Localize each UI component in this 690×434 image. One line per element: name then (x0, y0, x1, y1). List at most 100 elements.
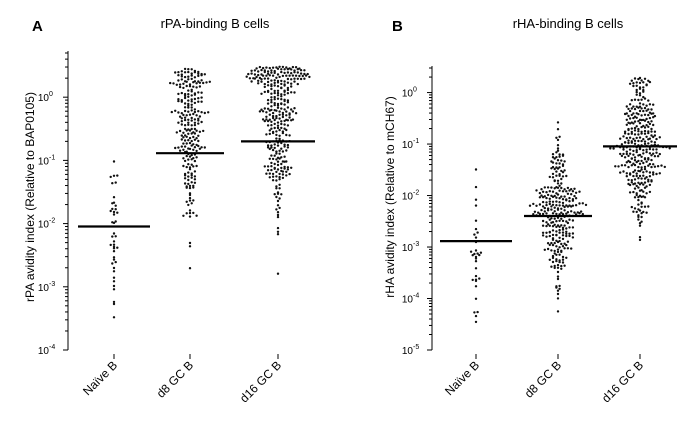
data-point (273, 122, 276, 126)
data-point (188, 166, 192, 169)
data-point (474, 279, 478, 283)
data-point (273, 91, 276, 95)
data-point (633, 159, 637, 162)
data-point (619, 171, 622, 174)
data-point (655, 137, 658, 141)
data-point (648, 190, 652, 194)
data-point (560, 177, 563, 181)
data-point (551, 229, 555, 232)
data-point (556, 216, 560, 219)
data-point (637, 177, 640, 180)
data-point (556, 270, 560, 274)
data-point (197, 117, 200, 121)
data-point (538, 203, 542, 206)
data-point (556, 159, 560, 162)
data-point (643, 167, 647, 171)
data-point (112, 258, 116, 261)
data-point (190, 103, 193, 107)
data-point (188, 209, 192, 212)
data-point (637, 159, 640, 163)
data-point (250, 72, 253, 75)
data-point (555, 253, 558, 256)
data-point (561, 258, 565, 261)
data-point (281, 176, 285, 180)
data-point (278, 113, 281, 117)
data-point (650, 130, 653, 133)
data-point (655, 172, 658, 176)
data-point (183, 134, 187, 137)
data-point (555, 220, 558, 223)
data-point (273, 167, 276, 170)
data-point (635, 149, 638, 152)
data-point (541, 219, 545, 223)
data-point (278, 149, 281, 152)
data-point (263, 85, 266, 89)
data-point (290, 108, 293, 111)
data-point (263, 70, 266, 74)
data-point (566, 205, 570, 208)
data-point (628, 122, 632, 125)
data-point (633, 139, 637, 142)
data-point (566, 186, 570, 190)
data-point (638, 87, 642, 91)
data-point (638, 92, 642, 95)
data-point (275, 76, 278, 80)
data-point (640, 139, 643, 143)
data-point (283, 143, 286, 146)
data-point (195, 129, 198, 132)
data-point (546, 186, 550, 189)
data-point (635, 192, 638, 195)
data-point (642, 210, 645, 214)
data-point (537, 211, 540, 214)
y-tick-exponent: -1 (49, 154, 55, 161)
data-point (280, 193, 283, 196)
data-point (642, 109, 645, 113)
data-point (571, 190, 575, 193)
data-point (541, 212, 545, 216)
data-point (568, 232, 571, 235)
data-point (273, 69, 276, 73)
data-point (265, 118, 268, 121)
data-point (192, 148, 195, 151)
data-point (550, 208, 553, 211)
data-point (556, 297, 560, 300)
data-point (565, 220, 568, 223)
data-point (573, 194, 576, 198)
data-point (545, 201, 548, 204)
data-point (280, 93, 283, 96)
data-point (298, 74, 301, 78)
data-point (647, 205, 650, 208)
data-point (545, 235, 548, 238)
data-point (276, 215, 280, 219)
data-point (556, 266, 560, 269)
data-point (556, 186, 560, 189)
data-point (560, 250, 563, 254)
data-point (271, 116, 275, 120)
data-point (645, 170, 648, 173)
data-point (270, 161, 273, 165)
data-point (291, 110, 295, 113)
data-point (558, 162, 561, 165)
data-point (283, 119, 286, 123)
data-point (281, 131, 285, 135)
y-tick-exponent: -4 (413, 293, 419, 300)
data-point (190, 109, 193, 112)
data-point (555, 170, 558, 173)
data-point (265, 133, 268, 136)
data-point (198, 130, 202, 133)
data-point (643, 142, 647, 146)
data-point (640, 107, 643, 110)
data-point (266, 165, 270, 168)
data-point (558, 287, 561, 290)
data-point (637, 154, 640, 157)
data-point (658, 136, 661, 139)
data-point (556, 263, 560, 267)
data-point (630, 127, 633, 130)
y-tick-base: 10 (402, 243, 414, 254)
data-point (111, 202, 114, 205)
data-point (555, 258, 558, 261)
data-point (643, 106, 647, 110)
data-point (625, 150, 628, 153)
data-point (645, 148, 648, 151)
data-point (299, 69, 303, 72)
